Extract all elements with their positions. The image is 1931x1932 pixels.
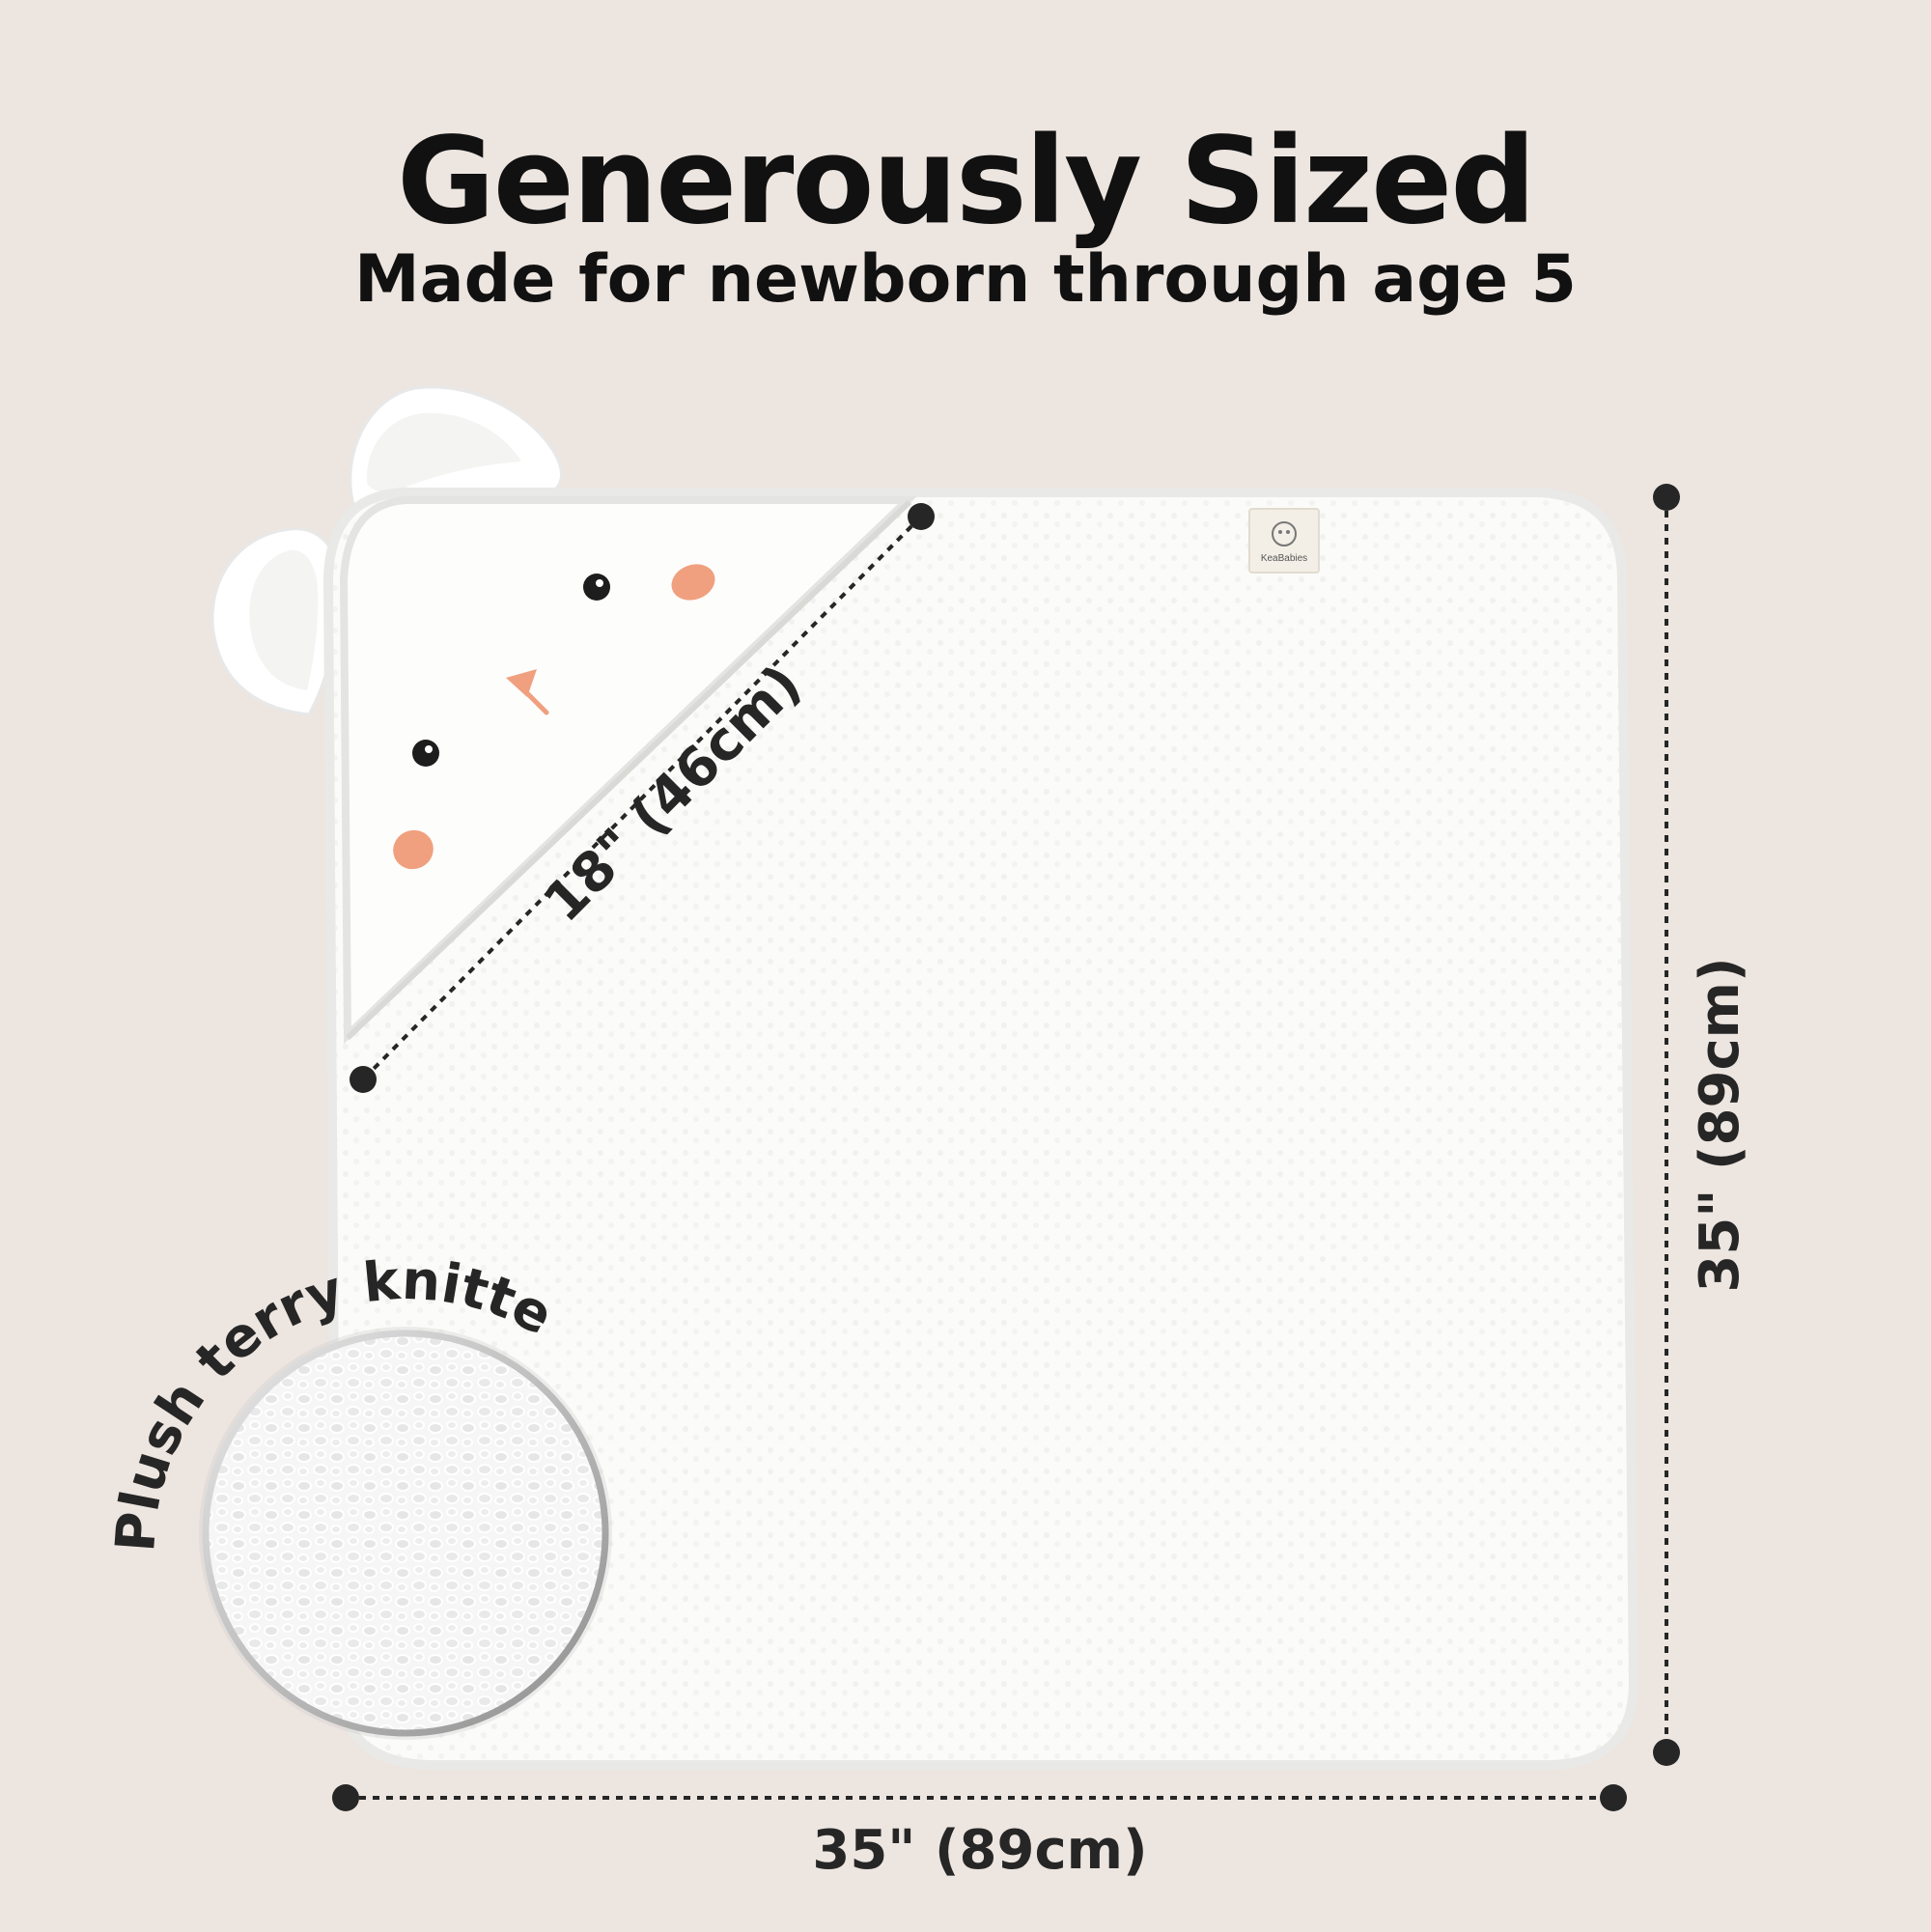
dimension-endpoint [908, 503, 935, 530]
dimension-endpoint [1600, 1784, 1627, 1811]
towel-body [322, 488, 1639, 1770]
bunny-cheek [671, 564, 715, 601]
brand-tag [1248, 508, 1320, 574]
width-dimension-label: 35" (89cm) [812, 1819, 1147, 1882]
page-subtitle: Made for newborn through age 5 [354, 241, 1577, 318]
dimension-endpoint [332, 1784, 359, 1811]
left-ear [210, 527, 341, 716]
bunny-nose [506, 669, 537, 697]
dimension-endpoint [1653, 484, 1680, 511]
dimension-endpoint [350, 1066, 377, 1093]
bunny-eye [412, 740, 439, 767]
towel-hood [339, 496, 917, 1045]
right-ear [349, 385, 563, 519]
hood-seam [345, 499, 912, 1041]
brand-logo-icon [1272, 521, 1297, 546]
page-title: Generously Sized [396, 112, 1536, 251]
hood-dimension-line [350, 503, 935, 1093]
bunny-cheek [393, 829, 434, 870]
terry-texture-zoom-icon [199, 1327, 612, 1740]
bunny-eye [583, 574, 610, 601]
brand-tag-text: KeaBabies [1261, 553, 1307, 564]
width-dimension-line [332, 1784, 1627, 1811]
height-dimension-label: 35" (89cm) [1689, 957, 1751, 1292]
height-dimension-line [1653, 484, 1680, 1766]
dimension-endpoint [1653, 1739, 1680, 1766]
bunny-face [393, 564, 715, 870]
